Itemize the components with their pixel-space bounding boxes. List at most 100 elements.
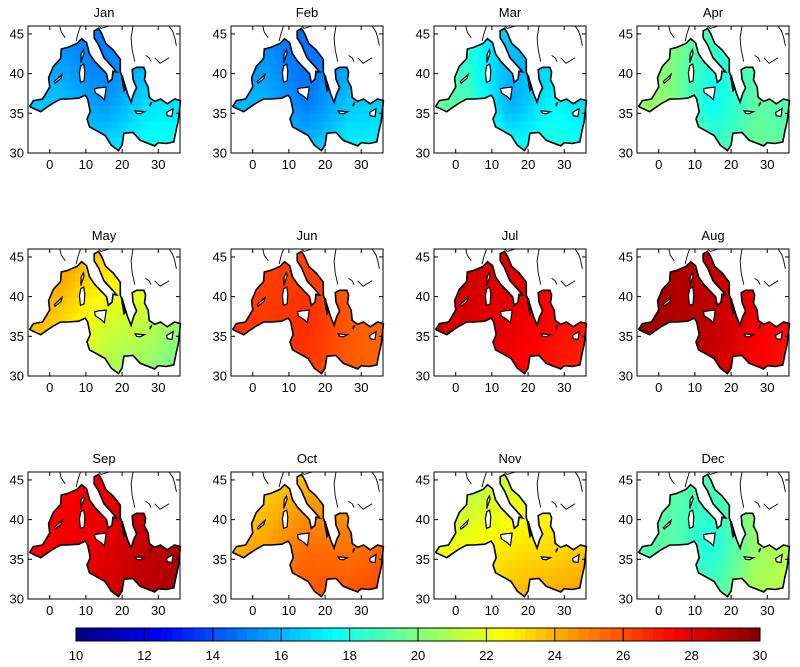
sst-cell [510, 352, 515, 361]
sst-cell [481, 272, 486, 282]
sst-cell [328, 328, 333, 337]
sst-cell [709, 97, 714, 106]
sst-cell [82, 89, 87, 98]
sst-cell [104, 97, 109, 106]
sst-cell [549, 304, 554, 314]
sst-cell [470, 280, 475, 290]
sst-cell [60, 65, 65, 75]
sst-cell [147, 320, 152, 329]
sst-cell [111, 344, 116, 353]
sst-cell [346, 360, 351, 369]
sst-cell [716, 57, 721, 67]
sst-cell [114, 336, 120, 345]
sst-cell [136, 352, 141, 361]
sst-cell [444, 328, 450, 337]
sst-cell [723, 57, 729, 67]
sst-cell [705, 65, 710, 75]
sst-cell [114, 97, 120, 106]
sst-cell [147, 121, 152, 130]
border-line [145, 55, 152, 62]
sst-cell [172, 320, 177, 329]
island [527, 298, 532, 316]
sst-cell [336, 89, 341, 98]
sst-cell [270, 57, 275, 67]
sst-cell [756, 121, 761, 130]
sst-cell [154, 129, 159, 138]
island [662, 72, 673, 85]
sst-cell [111, 113, 116, 122]
sst-cell [296, 28, 301, 35]
sst-cell [723, 113, 729, 122]
sst-cell [524, 73, 529, 83]
sst-cell [481, 41, 486, 51]
sst-cell [506, 320, 511, 329]
sst-cell [491, 312, 497, 321]
sst-cell [553, 360, 558, 369]
sst-cell [651, 97, 656, 106]
sst-cell [379, 320, 384, 329]
sst-cell [252, 320, 257, 329]
sst-cell [778, 137, 783, 146]
sst-cell [96, 296, 101, 306]
sst-cell [270, 73, 275, 83]
sst-cell [140, 121, 145, 130]
sst-cell [64, 81, 69, 91]
sst-cell [354, 129, 359, 138]
sst-cell [158, 113, 163, 122]
sst-cell [114, 360, 120, 369]
sst-cell [339, 113, 344, 122]
sst-cell [567, 352, 573, 361]
sst-cell [140, 105, 145, 114]
sst-cell [107, 49, 112, 59]
sst-cell [720, 81, 725, 91]
sst-cell [520, 89, 526, 98]
sst-cell [640, 97, 645, 106]
sst-cell [491, 49, 497, 59]
sst-cell [502, 121, 507, 130]
sst-cell [256, 312, 261, 321]
sst-cell [303, 121, 308, 130]
sst-cell [325, 344, 330, 353]
sst-cell [307, 129, 312, 138]
sst-cell [763, 137, 768, 146]
sst-cell [143, 344, 148, 353]
sst-cell [100, 73, 105, 83]
sst-cell [549, 328, 554, 337]
y-tick-label: 35 [10, 329, 24, 344]
sst-cell [571, 360, 576, 369]
sst-cell [676, 57, 681, 67]
sst-cell [770, 113, 776, 122]
sst-cell [299, 28, 304, 35]
sst-cell [774, 129, 779, 138]
island [539, 333, 553, 338]
sst-cell [499, 73, 504, 83]
sst-cell [285, 81, 290, 91]
sst-cell [328, 105, 333, 114]
sst-cell [499, 81, 504, 91]
sst-cell [350, 328, 355, 337]
sst-cell [549, 105, 554, 114]
sst-cell [303, 344, 308, 353]
sst-cell [745, 105, 750, 114]
sst-cell [104, 105, 109, 114]
sst-cell [332, 336, 337, 345]
sst-cell [93, 121, 98, 130]
sst-cell [339, 320, 344, 329]
sst-cell [71, 264, 76, 274]
sst-cell [491, 280, 497, 290]
sst-cell [125, 320, 130, 329]
sst-cell [567, 121, 573, 130]
y-tick-label: 40 [10, 66, 24, 81]
sst-cell [466, 280, 471, 290]
sst-cell [520, 73, 526, 83]
sst-cell [459, 73, 464, 83]
y-tick-label: 30 [213, 369, 227, 384]
sst-cell [770, 121, 776, 130]
sst-cell [510, 328, 515, 337]
sst-cell [542, 352, 547, 361]
sst-cell [82, 264, 87, 274]
sst-cell [285, 312, 290, 321]
sst-cell [542, 288, 547, 298]
sst-cell [520, 81, 526, 91]
sst-cell [350, 137, 355, 146]
